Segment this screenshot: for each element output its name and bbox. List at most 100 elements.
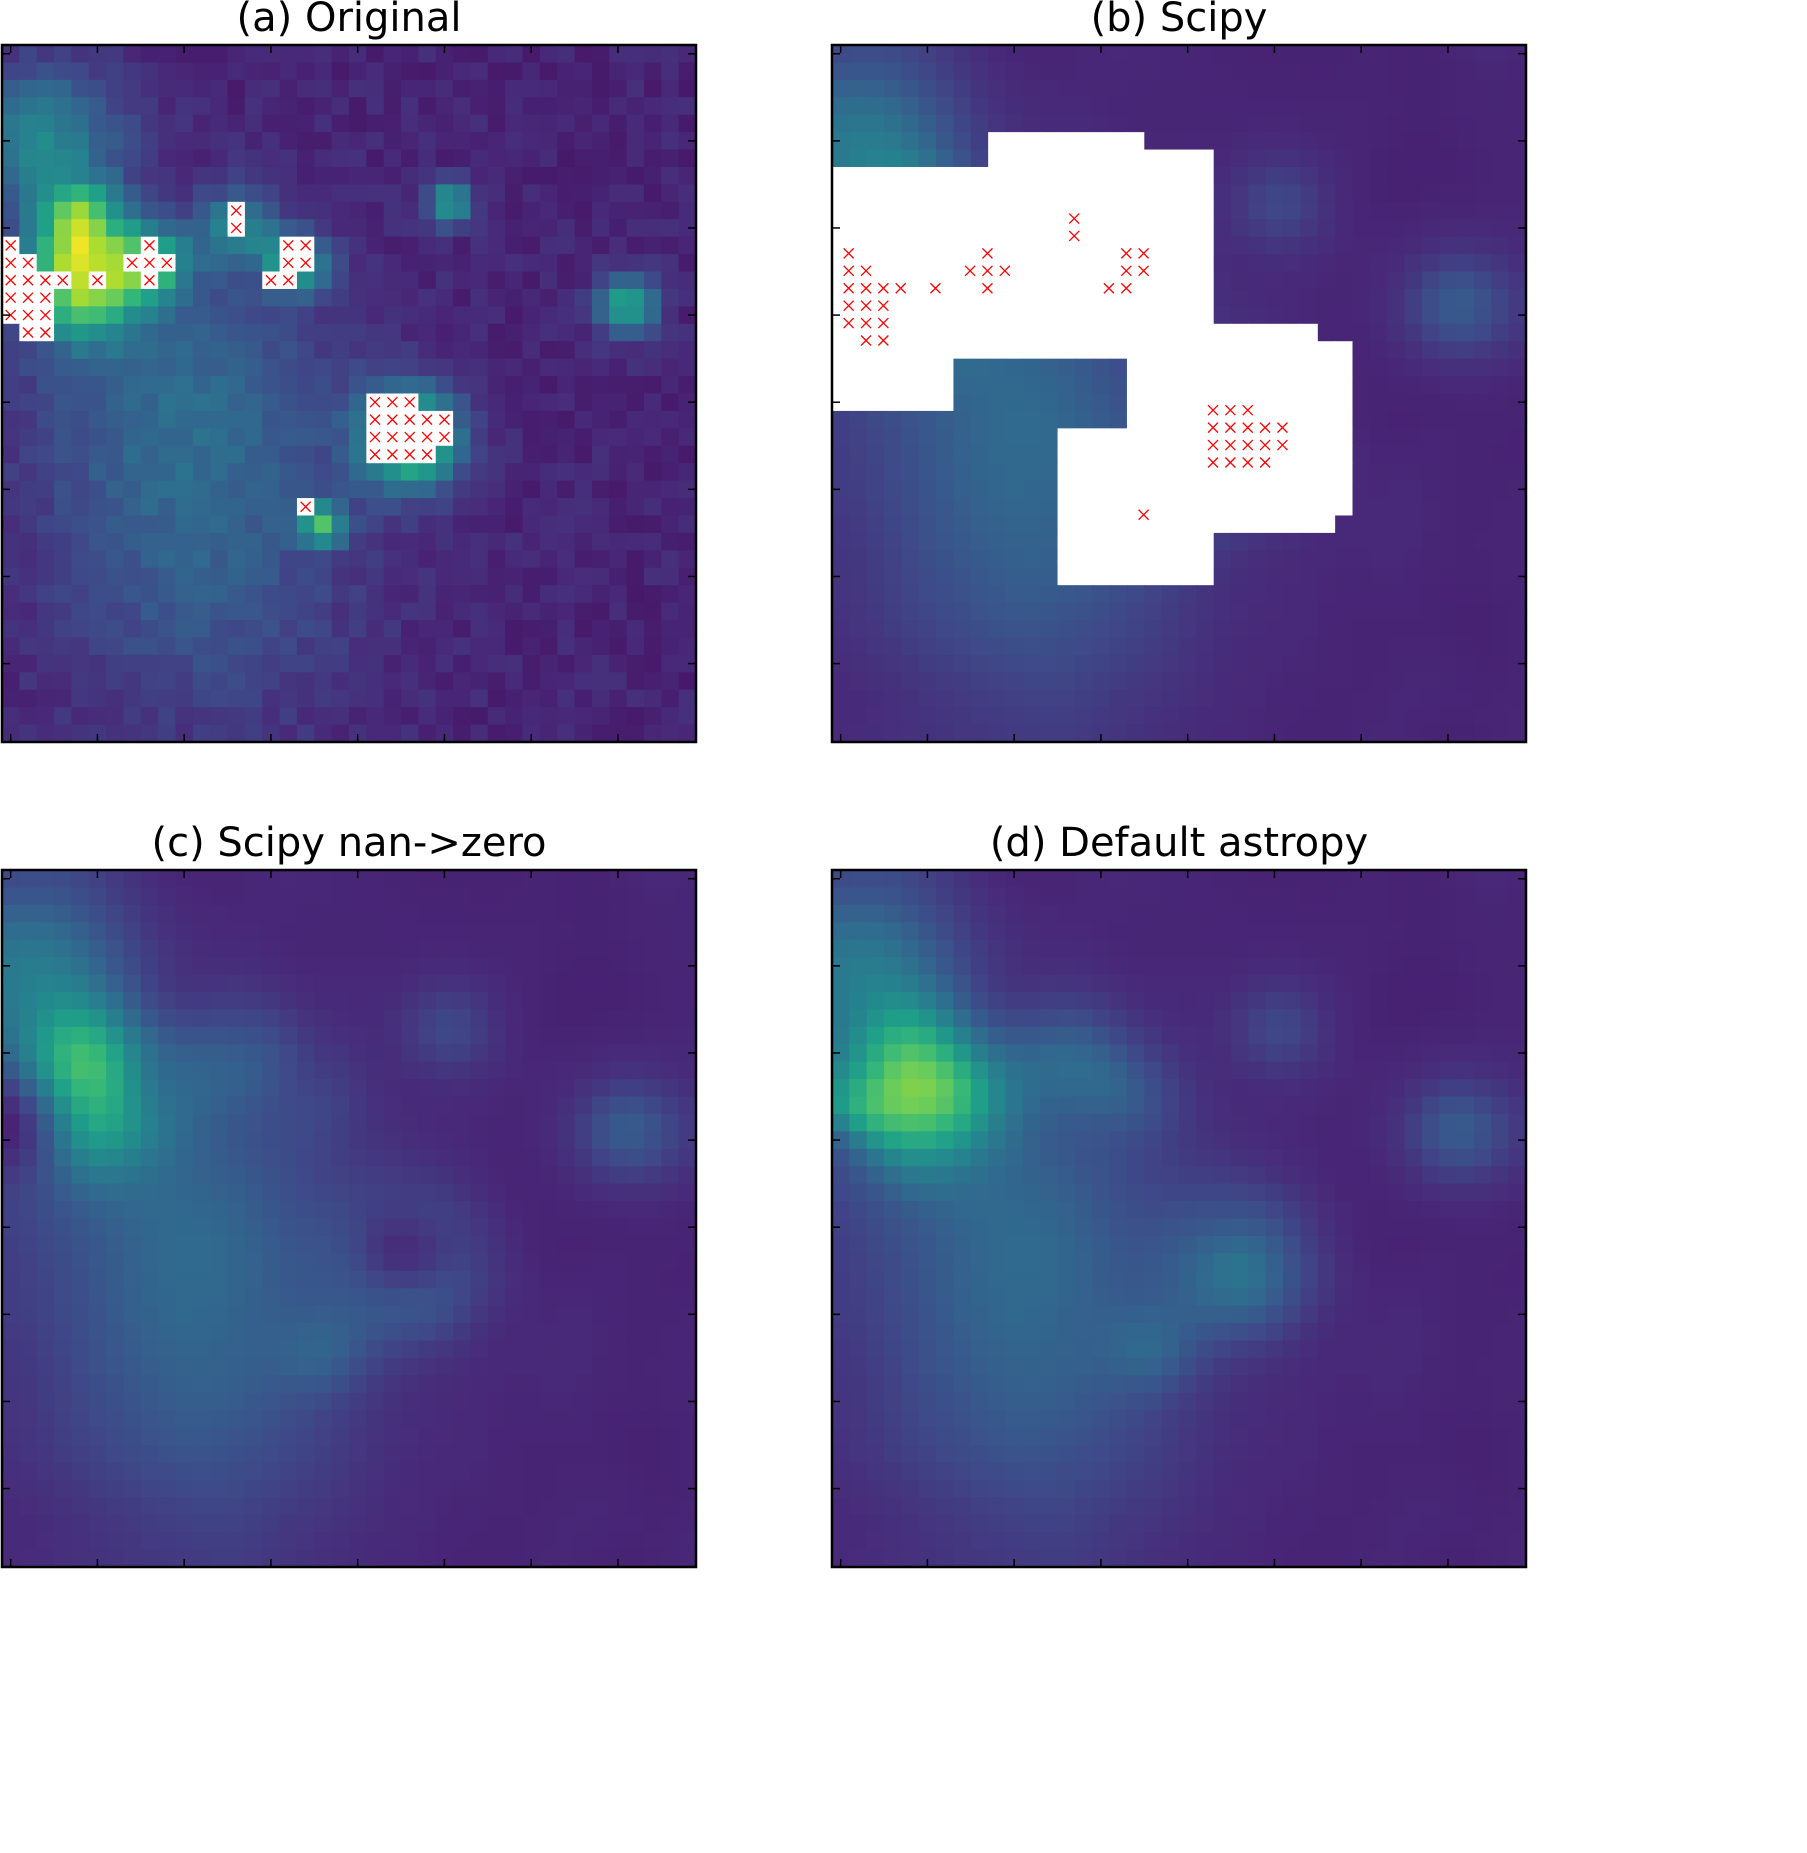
heatmap-cell [591,358,610,377]
heatmap-cell [1387,724,1406,743]
heatmap-cell [88,288,107,307]
heatmap-cell [678,1462,697,1481]
heatmap-cell [175,1235,194,1254]
heatmap-cell [1317,707,1336,726]
heatmap-cell [1022,620,1041,639]
heatmap-cell [1404,219,1423,238]
heatmap-cell [470,991,489,1010]
heatmap-cell [331,1096,350,1115]
heatmap-cell [626,271,645,290]
heatmap-cell [1456,254,1475,273]
heatmap-cell [71,271,90,290]
heatmap-cell [36,1288,55,1307]
heatmap-cell [192,1270,211,1289]
heatmap-cell [279,1218,298,1237]
heatmap-cell [661,1201,680,1220]
heatmap-cell [349,1235,367,1254]
heatmap-cell [1300,585,1319,604]
heatmap-cell [1404,532,1423,551]
heatmap-cell [331,358,350,377]
heatmap-cell [1161,114,1180,133]
nan-cell [1126,376,1145,395]
nan-cell [1248,341,1267,360]
heatmap-cell [331,341,350,360]
heatmap-cell [505,201,524,220]
heatmap-cell [175,376,194,395]
heatmap-cell [557,870,576,889]
heatmap-cell [383,97,402,116]
heatmap-cell [678,498,697,517]
heatmap-cell [262,358,281,377]
heatmap-cell [1005,637,1024,656]
heatmap-cell [88,515,107,534]
heatmap-cell [192,567,211,586]
heatmap-cell [71,1201,90,1220]
heatmap-cell [19,672,38,691]
heatmap-cell [331,1514,350,1533]
nan-cell [1040,149,1059,168]
heatmap-cell [349,567,367,586]
heatmap-cell [1126,45,1145,64]
heatmap-cell [1317,567,1336,586]
heatmap-cell [678,567,697,586]
heatmap-cell [54,550,72,569]
heatmap-cell [192,376,211,395]
heatmap-cell [88,957,107,976]
heatmap-cell [1335,672,1354,691]
heatmap-cell [1369,585,1388,604]
heatmap-cell [19,689,38,708]
heatmap-cell [453,219,472,238]
heatmap-cell [349,219,367,238]
heatmap-cell [210,957,229,976]
heatmap-cell [383,1148,402,1167]
heatmap-cell [970,550,989,569]
heatmap-cell [19,532,38,551]
heatmap-cell [1057,45,1076,64]
heatmap-cell [19,463,38,482]
nan-cell [1109,480,1128,499]
heatmap-cell [1300,201,1319,220]
heatmap-cell [2,567,20,586]
nan-marker [265,274,277,286]
heatmap-cell [244,654,263,673]
heatmap-cell [71,393,90,412]
heatmap-cell [1369,672,1388,691]
heatmap-cell [175,1445,194,1464]
heatmap-cell [1231,707,1249,726]
heatmap-cell [574,1253,593,1272]
heatmap-cell [88,689,107,708]
heatmap-cell [470,974,489,993]
heatmap-cell [1300,672,1319,691]
nan-cell [849,341,868,360]
heatmap-cell [505,1497,524,1516]
heatmap-cell [591,567,610,586]
heatmap-cell [1126,62,1145,81]
heatmap-cell [1283,567,1302,586]
heatmap-cell [140,870,159,889]
nan-cell [1265,393,1284,412]
heatmap-cell [158,904,177,923]
heatmap-cell [435,1288,454,1307]
heatmap-cell [1491,288,1510,307]
heatmap-cell [505,1514,524,1533]
heatmap-cell [106,410,125,429]
heatmap-cell [36,585,55,604]
heatmap-cell [1421,79,1440,98]
heatmap-cell [140,463,159,482]
heatmap-cell [349,498,367,517]
heatmap-cell [383,870,402,889]
heatmap-cell [71,1113,90,1132]
heatmap-cell [279,1305,298,1324]
heatmap-cell [88,567,107,586]
heatmap-cell [849,79,868,98]
heatmap-cell [123,498,142,517]
heatmap-cell [522,445,541,464]
heatmap-cell [349,480,367,499]
heatmap-cell [262,79,281,98]
heatmap-cell [884,445,902,464]
nan-cell [1300,323,1319,342]
heatmap-cell [574,1079,593,1098]
heatmap-cell [1369,132,1388,151]
heatmap-cell [918,724,937,743]
heatmap-cell [106,550,125,569]
